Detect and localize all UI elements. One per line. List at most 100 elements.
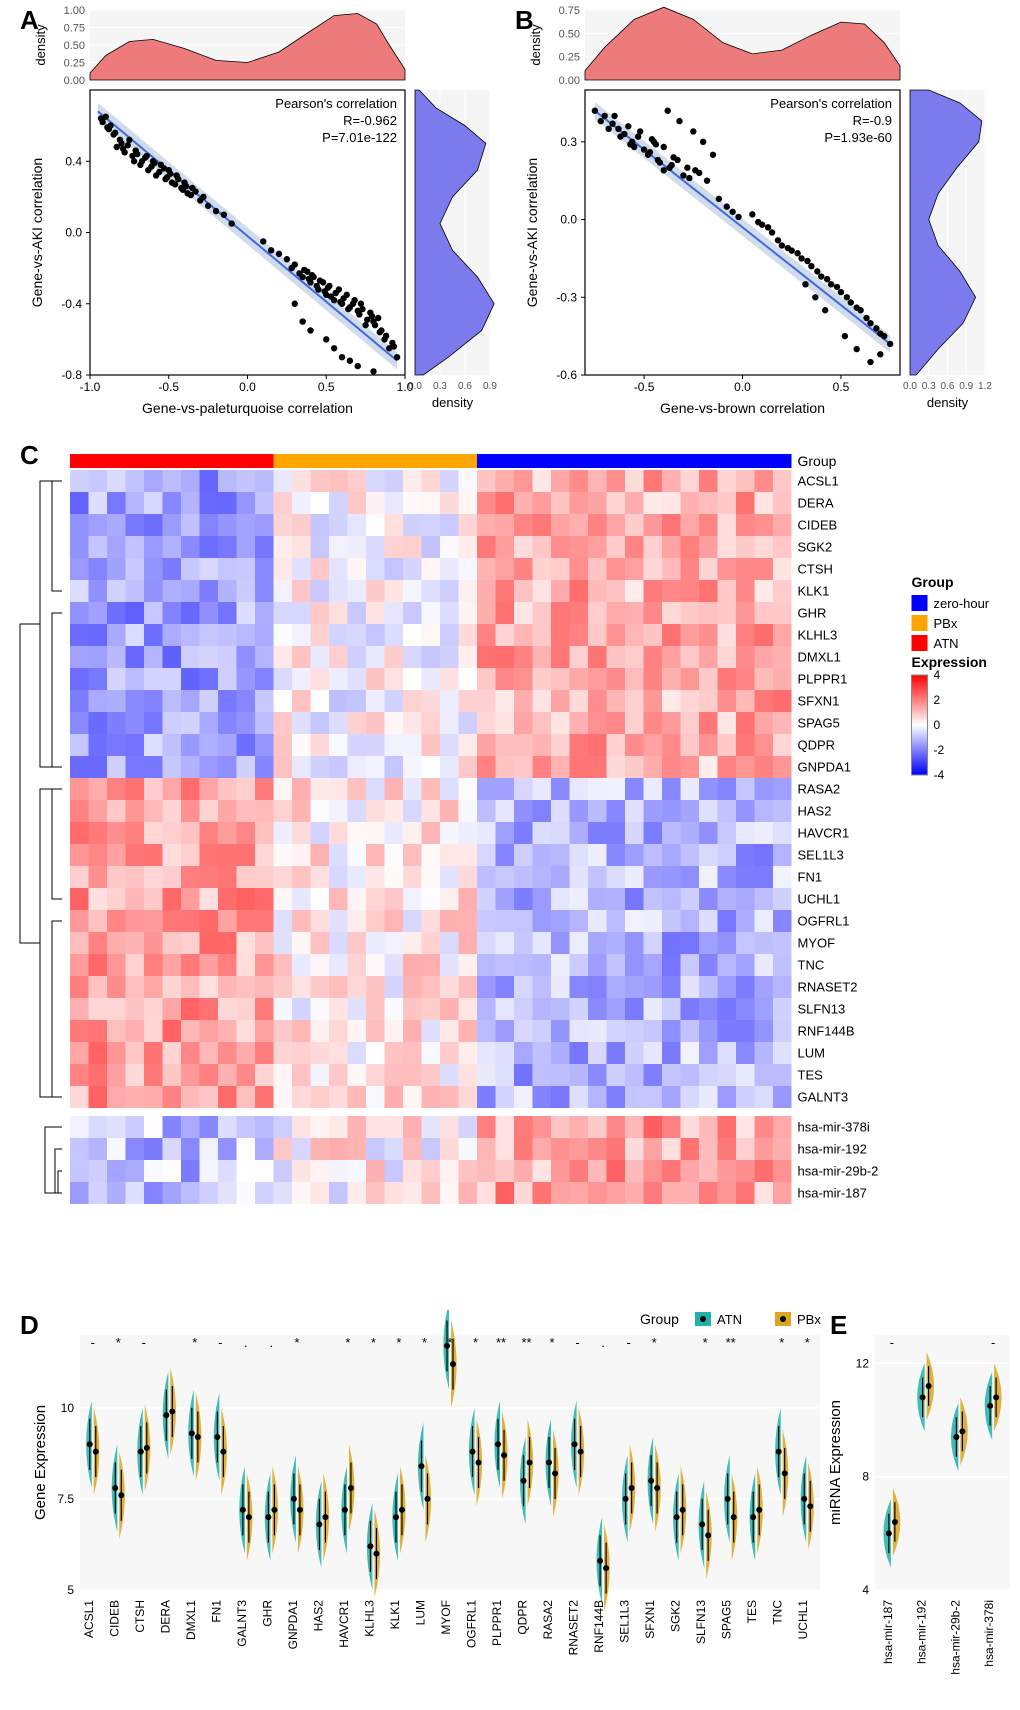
svg-text:ACSL1: ACSL1 <box>798 473 839 488</box>
svg-text:LUM: LUM <box>798 1045 825 1060</box>
svg-text:RNASET2: RNASET2 <box>567 1600 581 1656</box>
svg-text:0.50: 0.50 <box>559 28 580 40</box>
svg-text:0.3: 0.3 <box>433 381 447 392</box>
panel-c-heatmap: GroupACSL1DERACIDEBSGK2CTSHKLK1GHRKLHL3D… <box>0 440 1020 1310</box>
panel-a-scatter: 0.000.250.500.751.00density0.00.30.60.9d… <box>20 0 510 440</box>
svg-text:DMXL1: DMXL1 <box>798 649 841 664</box>
svg-text:density: density <box>432 395 474 410</box>
svg-text:density: density <box>528 24 543 66</box>
svg-text:KLK1: KLK1 <box>798 583 830 598</box>
svg-text:*: * <box>447 1335 452 1350</box>
svg-text:4: 4 <box>934 668 941 682</box>
svg-text:-0.5: -0.5 <box>634 380 655 394</box>
svg-text:R=-0.9: R=-0.9 <box>853 113 892 128</box>
svg-text:QDPR: QDPR <box>516 1600 530 1635</box>
svg-text:0.25: 0.25 <box>559 52 580 64</box>
svg-text:TNC: TNC <box>771 1600 785 1625</box>
svg-text:-: - <box>890 1335 894 1350</box>
svg-text:UCHL1: UCHL1 <box>796 1600 810 1640</box>
svg-text:SLFN13: SLFN13 <box>694 1600 708 1644</box>
svg-text:hsa-mir-378i: hsa-mir-378i <box>798 1119 870 1134</box>
svg-text:0.6: 0.6 <box>941 381 955 392</box>
svg-text:0.00: 0.00 <box>64 75 85 87</box>
svg-text:*: * <box>703 1335 708 1350</box>
svg-text:12: 12 <box>856 1356 870 1370</box>
svg-text:Expression: Expression <box>912 654 987 670</box>
svg-text:PLPPR1: PLPPR1 <box>490 1600 504 1646</box>
svg-text:0.6: 0.6 <box>458 381 472 392</box>
svg-text:CTSH: CTSH <box>133 1600 147 1633</box>
svg-text:HAS2: HAS2 <box>798 803 832 818</box>
svg-text:LUM: LUM <box>413 1600 427 1625</box>
svg-text:P=7.01e-122: P=7.01e-122 <box>322 130 397 145</box>
svg-text:5: 5 <box>67 1583 74 1597</box>
svg-text:.: . <box>244 1335 248 1350</box>
svg-text:-: - <box>991 1335 995 1350</box>
svg-text:GHR: GHR <box>260 1600 274 1627</box>
svg-text:-0.3: -0.3 <box>556 290 577 304</box>
svg-text:SGK2: SGK2 <box>669 1600 683 1632</box>
svg-text:miRNA Expression: miRNA Expression <box>830 1400 844 1525</box>
svg-text:Pearson's correlation: Pearson's correlation <box>275 96 397 111</box>
svg-text:OGFRL1: OGFRL1 <box>465 1600 479 1648</box>
svg-text:P=1.93e-60: P=1.93e-60 <box>824 130 892 145</box>
svg-text:CTSH: CTSH <box>798 561 833 576</box>
svg-text:TES: TES <box>798 1067 824 1082</box>
svg-text:*: * <box>192 1335 197 1350</box>
panel-d-violin: 57.510-ACSL1*CIDEB-CTSHDERA*DMXL1-FN1.GA… <box>20 1310 830 1710</box>
svg-text:QDPR: QDPR <box>798 737 836 752</box>
svg-text:**: ** <box>521 1335 531 1350</box>
svg-text:0.4: 0.4 <box>65 154 82 168</box>
svg-text:Gene-vs-paleturquoise correlat: Gene-vs-paleturquoise correlation <box>142 400 353 416</box>
svg-text:*: * <box>294 1335 299 1350</box>
svg-text:0.50: 0.50 <box>64 40 85 52</box>
svg-text:hsa-mir-192: hsa-mir-192 <box>798 1141 867 1156</box>
svg-text:*: * <box>345 1335 350 1350</box>
svg-text:*: * <box>396 1335 401 1350</box>
svg-text:ACSL1: ACSL1 <box>82 1600 96 1638</box>
svg-text:0.0: 0.0 <box>239 380 256 394</box>
svg-text:GALNT3: GALNT3 <box>235 1600 249 1647</box>
svg-text:-2: -2 <box>934 743 945 757</box>
svg-text:-1.0: -1.0 <box>80 380 101 394</box>
svg-text:SPAG5: SPAG5 <box>798 715 840 730</box>
svg-text:DMXL1: DMXL1 <box>184 1600 198 1640</box>
svg-text:TES: TES <box>745 1600 759 1623</box>
svg-text:KLHL3: KLHL3 <box>362 1600 376 1637</box>
panel-b-scatter: 0.000.250.500.75density0.00.30.60.91.2de… <box>515 0 1005 440</box>
svg-text:2: 2 <box>934 693 941 707</box>
svg-text:*: * <box>116 1335 121 1350</box>
svg-text:0.0: 0.0 <box>903 381 917 392</box>
svg-text:hsa-mir-187: hsa-mir-187 <box>881 1600 895 1664</box>
svg-text:RNF144B: RNF144B <box>798 1023 855 1038</box>
svg-text:-0.4: -0.4 <box>61 297 82 311</box>
svg-text:SFXN1: SFXN1 <box>643 1600 657 1639</box>
svg-text:MYOF: MYOF <box>439 1600 453 1635</box>
svg-text:density: density <box>927 395 969 410</box>
svg-text:0.00: 0.00 <box>559 75 580 87</box>
svg-text:SPAG5: SPAG5 <box>720 1600 734 1639</box>
svg-text:RNASET2: RNASET2 <box>798 979 858 994</box>
svg-text:SFXN1: SFXN1 <box>798 693 840 708</box>
svg-text:hsa-mir-29b-2: hsa-mir-29b-2 <box>948 1600 962 1675</box>
svg-text:SLFN13: SLFN13 <box>798 1001 846 1016</box>
svg-text:0.0: 0.0 <box>560 213 577 227</box>
svg-text:**: ** <box>726 1335 736 1350</box>
svg-text:0.75: 0.75 <box>559 5 580 17</box>
svg-text:OGFRL1: OGFRL1 <box>798 913 850 928</box>
svg-text:CIDEB: CIDEB <box>798 517 838 532</box>
svg-text:GALNT3: GALNT3 <box>798 1089 849 1104</box>
svg-text:10: 10 <box>61 1401 75 1415</box>
svg-text:*: * <box>371 1335 376 1350</box>
svg-text:0.3: 0.3 <box>560 135 577 149</box>
svg-text:Gene-vs-brown correlation: Gene-vs-brown correlation <box>660 400 825 416</box>
svg-text:-: - <box>575 1335 579 1350</box>
svg-text:RASA2: RASA2 <box>798 781 841 796</box>
svg-text:PBx: PBx <box>797 1312 821 1327</box>
svg-text:0.5: 0.5 <box>833 380 850 394</box>
svg-text:Gene-vs-AKI correlation: Gene-vs-AKI correlation <box>524 158 540 307</box>
panel-e-violin: 4812-hsa-mir-187hsa-mir-192hsa-mir-29b-2… <box>830 1310 1020 1710</box>
svg-text:RNF144B: RNF144B <box>592 1600 606 1653</box>
svg-text:DERA: DERA <box>158 1600 172 1633</box>
svg-text:Gene-vs-AKI correlation: Gene-vs-AKI correlation <box>29 158 45 307</box>
